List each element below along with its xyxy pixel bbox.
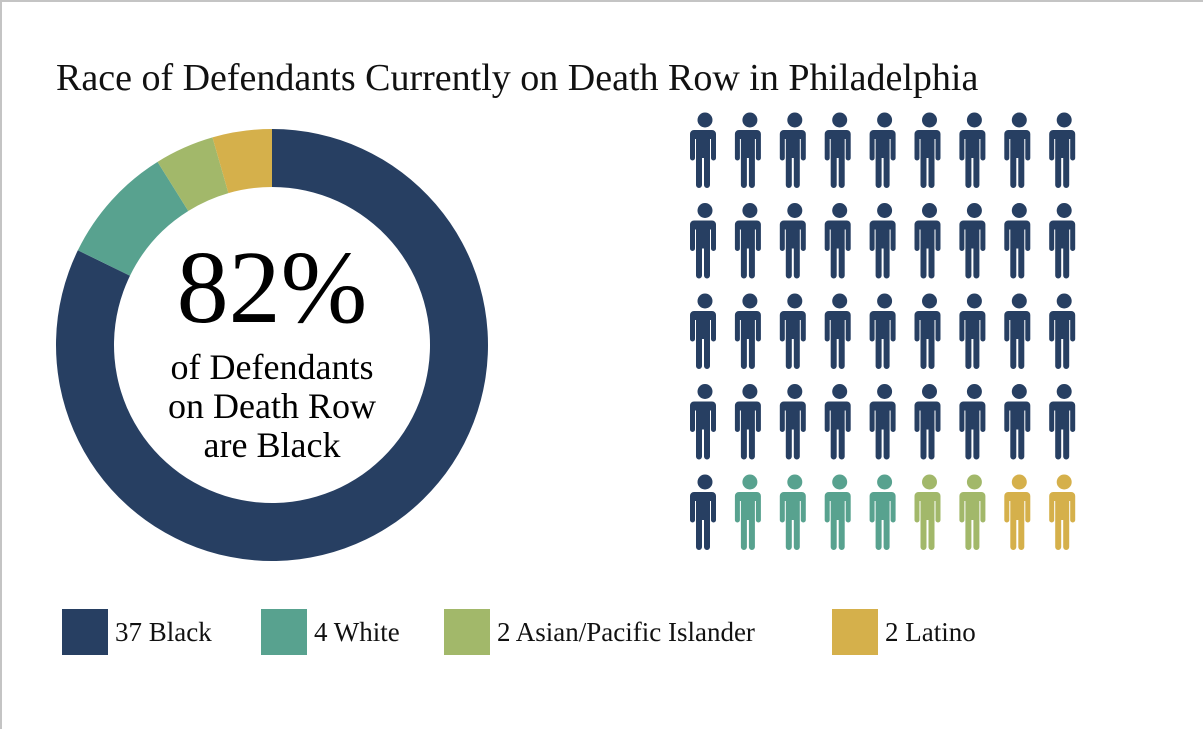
person-icon-black [1004, 384, 1031, 460]
person-icon-black [690, 474, 716, 550]
legend-item-black: 37 Black [62, 608, 212, 656]
person-icon-white [869, 474, 896, 550]
person-icon-black [734, 293, 761, 369]
person-icon-black [690, 203, 716, 279]
person-icon-white [824, 474, 851, 550]
person-icon-black [914, 203, 941, 279]
person-icon-black [869, 203, 896, 279]
person-icon-black [824, 112, 851, 188]
legend-item-white: 4 White [261, 608, 400, 656]
person-icon-latino [1049, 474, 1076, 550]
person-icon-black [914, 112, 941, 188]
person-icon-black [690, 112, 716, 188]
person-icon-black [779, 203, 806, 279]
person-icon-black [914, 293, 941, 369]
person-icon-black [869, 384, 896, 460]
person-icon-black [1049, 384, 1076, 460]
person-icon-black [824, 203, 851, 279]
donut-slice-latino [212, 129, 272, 194]
person-icon-black [779, 112, 806, 188]
person-icon-white [734, 474, 761, 550]
donut-chart [55, 129, 488, 561]
person-icon-black [779, 384, 806, 460]
donut-slice-asian-pacific-islander [157, 137, 229, 212]
person-icon-white [779, 474, 806, 550]
donut-slice-white [77, 161, 189, 276]
person-icon-black [690, 293, 716, 369]
person-icon-black [959, 112, 986, 188]
person-icon-black [824, 384, 851, 460]
center-percentage: 82% [176, 230, 368, 345]
legend-item-asian: 2 Asian/Pacific Islander [444, 608, 755, 656]
person-icon-black [1004, 293, 1031, 369]
legend: 37 Black 4 White 2 Asian/Pacific Islande… [0, 608, 1203, 656]
person-icon-asian-pacific-islander [914, 474, 941, 550]
person-icon-black [779, 293, 806, 369]
chart-title: Race of Defendants Currently on Death Ro… [56, 57, 979, 99]
legend-label-asian: 2 Asian/Pacific Islander [497, 616, 755, 647]
person-icon-black [1004, 203, 1031, 279]
person-icon-black [734, 203, 761, 279]
legend-swatch-white [261, 609, 307, 655]
person-icon-latino [1004, 474, 1031, 550]
center-text-line-2: on Death Row [168, 386, 376, 426]
legend-swatch-latino [832, 609, 878, 655]
person-icon-black [1049, 203, 1076, 279]
person-icon-asian-pacific-islander [959, 474, 986, 550]
person-icon-black [1004, 112, 1031, 188]
person-icon-black [869, 112, 896, 188]
legend-label-white: 4 White [314, 616, 400, 647]
legend-label-latino: 2 Latino [885, 616, 976, 647]
person-icon-black [1049, 112, 1076, 188]
person-icon-black [959, 293, 986, 369]
person-icon-black [959, 384, 986, 460]
icon-array [690, 112, 1076, 550]
person-icon-black [824, 293, 851, 369]
legend-swatch-black [62, 609, 108, 655]
center-text-line-3: are Black [203, 425, 341, 465]
legend-item-latino: 2 Latino [832, 608, 976, 656]
legend-swatch-asian [444, 609, 490, 655]
person-icon-black [869, 293, 896, 369]
person-icon-black [959, 203, 986, 279]
legend-label-black: 37 Black [115, 616, 212, 647]
person-icon-black [734, 112, 761, 188]
person-icon-black [1049, 293, 1076, 369]
center-text-line-1: of Defendants [170, 347, 374, 387]
person-icon-black [734, 384, 761, 460]
person-icon-black [914, 384, 941, 460]
person-icon-black [690, 384, 716, 460]
